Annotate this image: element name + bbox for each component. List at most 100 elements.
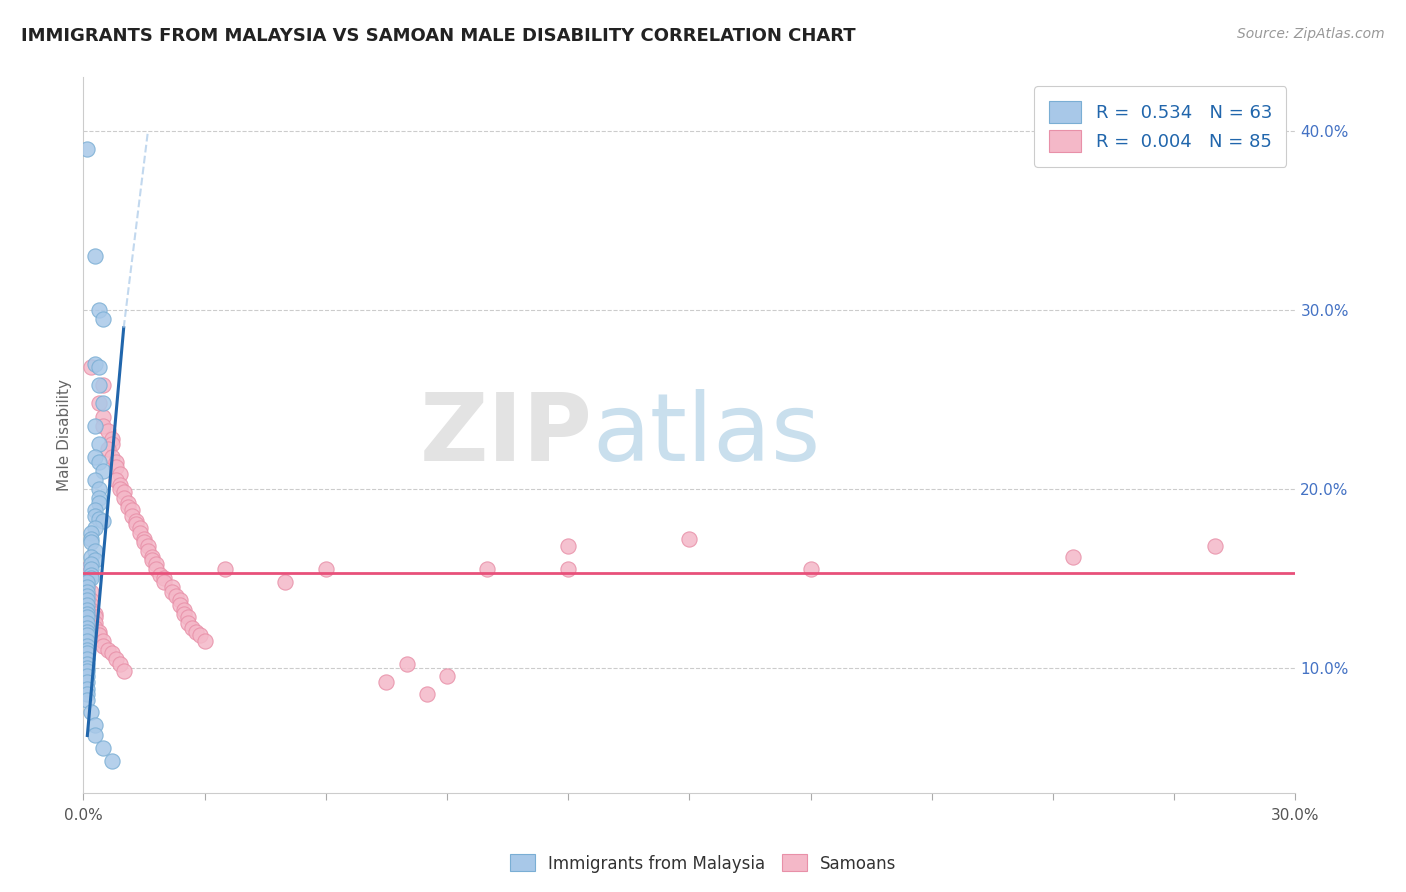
Point [93, 639, 115, 653]
Point [136, 539, 159, 553]
Point [177, 615, 200, 630]
Text: 30.0%: 30.0% [1271, 808, 1320, 823]
Point [76, 651, 98, 665]
Point [153, 571, 176, 585]
Point [89, 455, 111, 469]
Point [108, 478, 131, 492]
Point [89, 360, 111, 375]
Point [181, 621, 204, 635]
Point [76, 639, 98, 653]
Point [112, 491, 135, 505]
Point [100, 432, 122, 446]
Point [104, 460, 127, 475]
Point [76, 567, 98, 582]
Point [76, 592, 98, 607]
Point [76, 633, 98, 648]
Point [76, 580, 98, 594]
Point [477, 562, 499, 576]
Text: Source: ZipAtlas.com: Source: ZipAtlas.com [1237, 27, 1385, 41]
Point [76, 589, 98, 603]
Point [100, 754, 122, 768]
Point [104, 455, 127, 469]
Point [80, 585, 103, 599]
Point [84, 544, 107, 558]
Point [84, 357, 107, 371]
Point [76, 646, 98, 660]
Point [89, 628, 111, 642]
Point [84, 621, 107, 635]
Point [153, 574, 176, 589]
Point [145, 557, 167, 571]
Point [173, 603, 195, 617]
Point [125, 517, 148, 532]
Point [93, 741, 115, 756]
Point [100, 646, 122, 660]
Point [76, 574, 98, 589]
Point [76, 692, 98, 706]
Point [96, 642, 118, 657]
Point [89, 437, 111, 451]
Point [93, 633, 115, 648]
Point [112, 664, 135, 678]
Point [112, 485, 135, 500]
Point [557, 562, 579, 576]
Point [89, 378, 111, 392]
Legend: R =  0.534   N = 63, R =  0.004   N = 85: R = 0.534 N = 63, R = 0.004 N = 85 [1035, 87, 1286, 167]
Point [93, 378, 115, 392]
Point [76, 624, 98, 639]
Point [76, 610, 98, 624]
Point [121, 508, 143, 523]
Point [89, 491, 111, 505]
Point [160, 580, 183, 594]
Point [76, 628, 98, 642]
Point [1204, 539, 1226, 553]
Text: 0.0%: 0.0% [63, 808, 103, 823]
Point [76, 615, 98, 630]
Point [93, 464, 115, 478]
Point [93, 419, 115, 434]
Point [76, 574, 98, 589]
Point [76, 607, 98, 621]
Point [84, 607, 107, 621]
Point [76, 580, 98, 594]
Point [108, 482, 131, 496]
Point [84, 508, 107, 523]
Point [76, 657, 98, 671]
Point [76, 642, 98, 657]
Point [89, 396, 111, 410]
Point [436, 669, 458, 683]
Point [89, 624, 111, 639]
Point [76, 598, 98, 612]
Point [169, 592, 191, 607]
Point [141, 549, 163, 564]
Point [100, 437, 122, 451]
Point [84, 521, 107, 535]
Point [104, 651, 127, 665]
Point [190, 628, 212, 642]
Point [141, 553, 163, 567]
Point [121, 503, 143, 517]
Y-axis label: Male Disability: Male Disability [58, 379, 72, 491]
Point [84, 419, 107, 434]
Point [104, 473, 127, 487]
Point [93, 396, 115, 410]
Text: atlas: atlas [592, 389, 821, 481]
Point [84, 615, 107, 630]
Point [274, 574, 297, 589]
Point [80, 571, 103, 585]
Point [395, 657, 418, 671]
Point [80, 598, 103, 612]
Point [76, 681, 98, 696]
Point [84, 610, 107, 624]
Point [117, 496, 139, 510]
Point [177, 610, 200, 624]
Point [89, 496, 111, 510]
Point [96, 442, 118, 457]
Point [80, 549, 103, 564]
Text: ZIP: ZIP [419, 389, 592, 481]
Point [678, 532, 700, 546]
Point [84, 503, 107, 517]
Point [84, 718, 107, 732]
Point [84, 249, 107, 263]
Point [80, 360, 103, 375]
